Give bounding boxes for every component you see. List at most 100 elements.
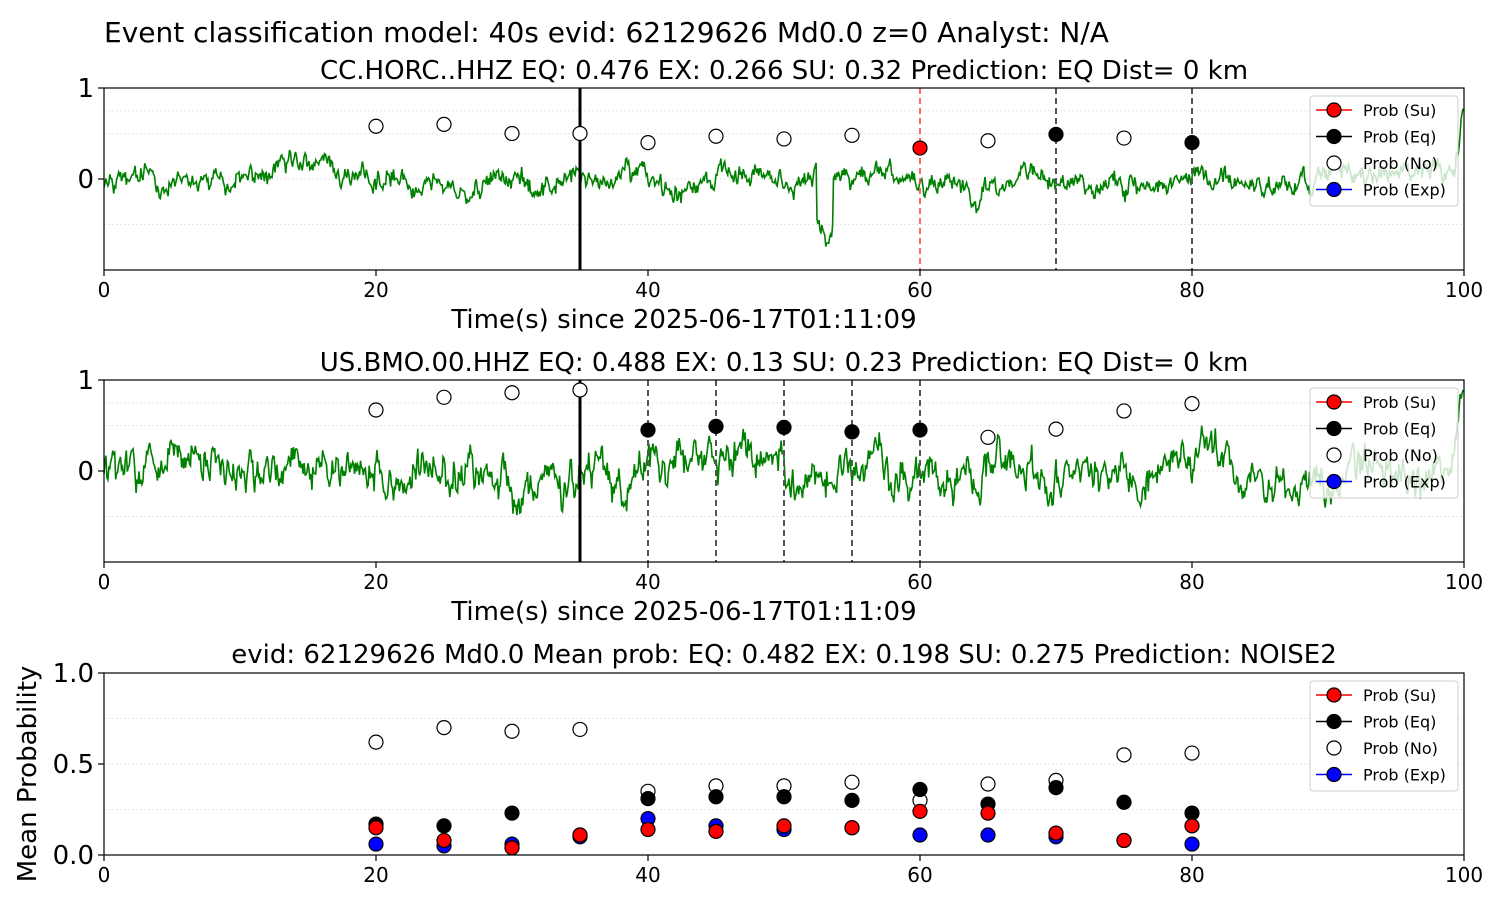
data-point <box>368 820 384 836</box>
legend-marker <box>1326 713 1342 730</box>
data-point <box>844 127 860 143</box>
x-tick-label: 0 <box>98 570 111 594</box>
data-point <box>1184 135 1200 151</box>
chart-panel-1: CC.HORC..HHZ EQ: 0.476 EX: 0.266 SU: 0.3… <box>77 56 1483 335</box>
data-point <box>504 805 520 821</box>
y-tick-label: 0.5 <box>53 750 94 780</box>
chart-panel-3: evid: 62129626 Md0.0 Mean prob: EQ: 0.48… <box>13 640 1483 887</box>
x-tick-label: 40 <box>635 863 660 887</box>
data-point <box>504 385 520 401</box>
x-tick-label: 80 <box>1179 278 1204 302</box>
data-point <box>844 424 860 440</box>
data-point <box>572 827 588 843</box>
data-point <box>640 790 656 807</box>
data-point <box>1048 126 1064 143</box>
data-point <box>1116 832 1132 849</box>
data-point <box>912 140 928 156</box>
data-point <box>980 133 996 149</box>
y-axis-label: Mean Probability <box>13 666 43 883</box>
data-point <box>912 781 928 798</box>
data-point <box>368 836 384 852</box>
legend-label: Prob (Eq) <box>1363 713 1436 732</box>
legend-marker <box>1326 687 1342 703</box>
data-point <box>708 789 724 805</box>
data-point <box>368 118 384 134</box>
legend: Prob (Su) Prob (Eq) Prob (No) Prob (Exp) <box>1309 95 1459 207</box>
data-point <box>1184 818 1200 834</box>
data-point <box>640 821 656 838</box>
panel-title: evid: 62129626 Md0.0 Mean prob: EQ: 0.48… <box>231 640 1337 670</box>
data-point <box>1116 747 1132 763</box>
data-point <box>436 818 452 834</box>
data-point <box>1116 403 1132 419</box>
legend-marker <box>1326 128 1342 145</box>
x-axis-label: Time(s) since 2025-06-17T01:11:09 <box>450 305 916 335</box>
data-point <box>776 818 792 834</box>
legend-label: Prob (Eq) <box>1363 128 1436 147</box>
data-point <box>912 827 928 843</box>
data-point <box>1048 780 1064 796</box>
legend-label: Prob (Eq) <box>1363 420 1436 439</box>
data-point <box>912 803 928 819</box>
legend-marker <box>1326 394 1342 410</box>
data-point <box>912 422 928 438</box>
data-point <box>980 429 996 445</box>
y-tick-label: 1.0 <box>53 659 94 689</box>
data-point <box>572 382 588 398</box>
data-point <box>980 776 996 792</box>
data-point <box>980 805 996 821</box>
data-point <box>1184 396 1200 412</box>
panel-title: US.BMO.00.HHZ EQ: 0.488 EX: 0.13 SU: 0.2… <box>320 348 1249 378</box>
x-tick-label: 100 <box>1445 863 1483 887</box>
data-point <box>1116 794 1132 810</box>
legend-label: Prob (Su) <box>1363 686 1436 705</box>
legend-label: Prob (No) <box>1363 446 1438 465</box>
y-tick-label: 0 <box>77 165 94 195</box>
legend-label: Prob (Exp) <box>1363 473 1446 492</box>
legend-box <box>1309 95 1459 207</box>
legend-label: Prob (No) <box>1363 739 1438 758</box>
legend-label: Prob (Su) <box>1363 393 1436 412</box>
legend-marker <box>1326 420 1342 437</box>
data-point <box>708 823 724 839</box>
data-point <box>640 135 656 151</box>
data-point <box>708 128 724 144</box>
legend-marker <box>1326 473 1342 490</box>
x-tick-label: 20 <box>363 570 388 594</box>
data-point <box>504 840 520 856</box>
data-point <box>844 792 860 809</box>
legend-label: Prob (Exp) <box>1363 766 1446 785</box>
data-point <box>436 389 452 405</box>
x-tick-label: 80 <box>1179 863 1204 887</box>
x-tick-label: 60 <box>907 278 932 302</box>
data-point <box>1048 825 1064 841</box>
y-tick-label: 1 <box>77 74 94 104</box>
waveform-line <box>103 108 1464 247</box>
data-point <box>504 125 520 142</box>
legend-marker <box>1326 181 1342 198</box>
legend-marker <box>1326 766 1342 783</box>
x-tick-label: 40 <box>635 570 660 594</box>
data-point <box>1048 421 1064 437</box>
data-point <box>708 418 724 435</box>
data-point <box>572 125 588 142</box>
x-tick-label: 100 <box>1445 278 1483 302</box>
data-point <box>368 402 384 418</box>
x-tick-label: 80 <box>1179 570 1204 594</box>
x-tick-label: 100 <box>1445 570 1483 594</box>
x-tick-label: 20 <box>363 278 388 302</box>
data-point <box>1184 805 1200 821</box>
x-tick-label: 0 <box>98 863 111 887</box>
data-point <box>844 774 860 790</box>
legend-marker <box>1326 155 1342 171</box>
data-point <box>368 734 384 750</box>
data-point <box>436 719 452 736</box>
x-tick-label: 40 <box>635 278 660 302</box>
y-tick-label: 0.0 <box>53 841 94 871</box>
data-point <box>1184 745 1200 761</box>
legend-marker <box>1326 447 1342 463</box>
x-axis-label: Time(s) since 2025-06-17T01:11:09 <box>450 597 916 627</box>
y-tick-label: 1 <box>77 366 94 396</box>
data-point <box>776 131 792 147</box>
